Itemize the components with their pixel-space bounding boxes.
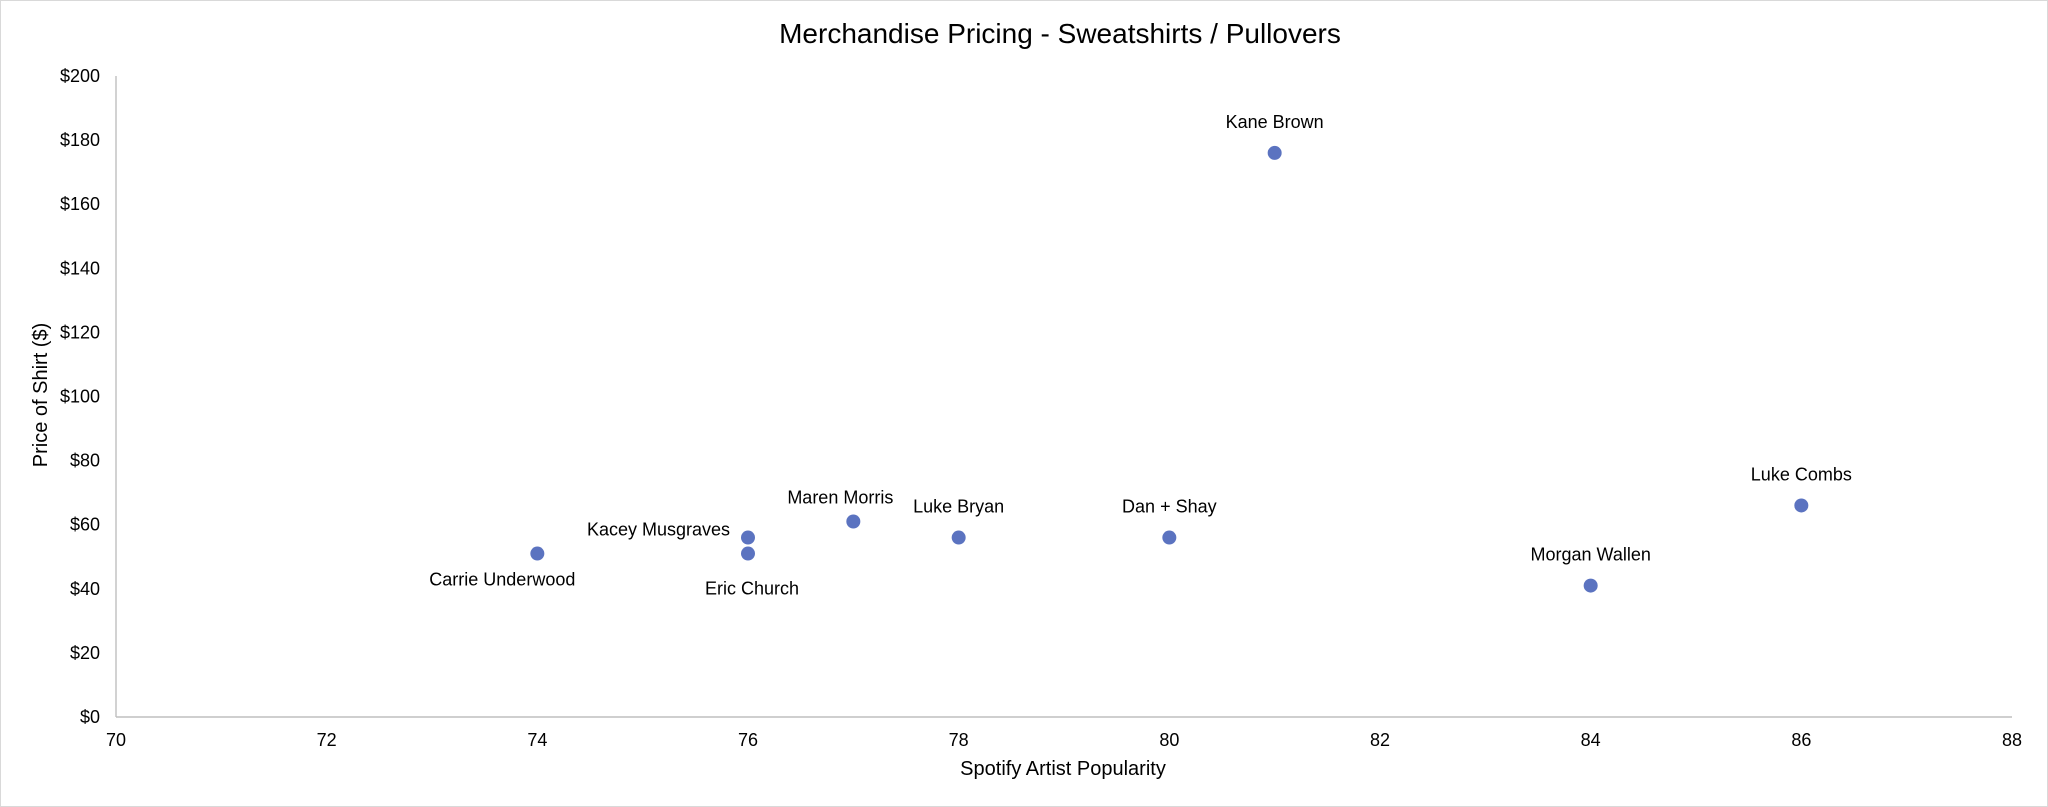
x-tick-label: 70 — [106, 730, 126, 750]
y-tick-label: $140 — [60, 258, 100, 278]
data-point[interactable] — [1794, 498, 1809, 513]
data-label: Dan + Shay — [1122, 497, 1217, 517]
data-point[interactable] — [1267, 145, 1282, 160]
x-tick-label: 86 — [1791, 730, 1811, 750]
y-tick-label: $20 — [70, 643, 100, 663]
data-label: Maren Morris — [787, 487, 893, 507]
y-tick-label: $180 — [60, 130, 100, 150]
y-tick-label: $160 — [60, 194, 100, 214]
y-tick-label: $60 — [70, 515, 100, 535]
y-tick-label: $0 — [80, 707, 100, 727]
y-tick-label: $80 — [70, 451, 100, 471]
x-tick-label: 80 — [1159, 730, 1179, 750]
data-point[interactable] — [846, 514, 861, 529]
x-tick-label: 72 — [317, 730, 337, 750]
data-label: Luke Combs — [1751, 464, 1852, 484]
x-tick-label: 84 — [1581, 730, 1601, 750]
data-label: Eric Church — [705, 579, 799, 599]
data-label: Kane Brown — [1226, 112, 1324, 132]
x-tick-label: 88 — [2002, 730, 2022, 750]
data-label: Luke Bryan — [913, 497, 1004, 517]
y-tick-label: $120 — [60, 322, 100, 342]
x-tick-label: 76 — [738, 730, 758, 750]
data-point[interactable] — [741, 546, 755, 561]
data-point[interactable] — [951, 530, 966, 545]
data-label: Carrie Underwood — [429, 570, 575, 590]
chart-title: Merchandise Pricing - Sweatshirts / Pull… — [779, 18, 1341, 49]
data-label: Morgan Wallen — [1530, 545, 1650, 565]
y-axis-title: Price of Shirt ($) — [30, 323, 52, 467]
data-label: Kacey Musgraves — [587, 520, 730, 540]
labels-layer: Carrie Underwood Kacey Musgraves Eric Chur… — [429, 112, 1852, 599]
data-point[interactable] — [1162, 530, 1177, 545]
x-axis-title: Spotify Artist Popularity — [960, 758, 1166, 780]
y-tick-label: $40 — [70, 579, 100, 599]
axes-layer: 70 72 74 76 78 80 82 84 86 88 $0 $20 $40 $60 $80 $100 $1… — [60, 66, 2022, 750]
x-tick-label: 78 — [949, 730, 969, 750]
x-tick-label: 82 — [1370, 730, 1390, 750]
x-tick-label: 74 — [527, 730, 547, 750]
data-point[interactable] — [1583, 578, 1598, 593]
points-layer — [530, 145, 1809, 593]
data-point[interactable] — [530, 546, 545, 561]
data-point[interactable] — [741, 530, 755, 545]
y-tick-label: $100 — [60, 387, 100, 407]
y-tick-label: $200 — [60, 66, 100, 86]
